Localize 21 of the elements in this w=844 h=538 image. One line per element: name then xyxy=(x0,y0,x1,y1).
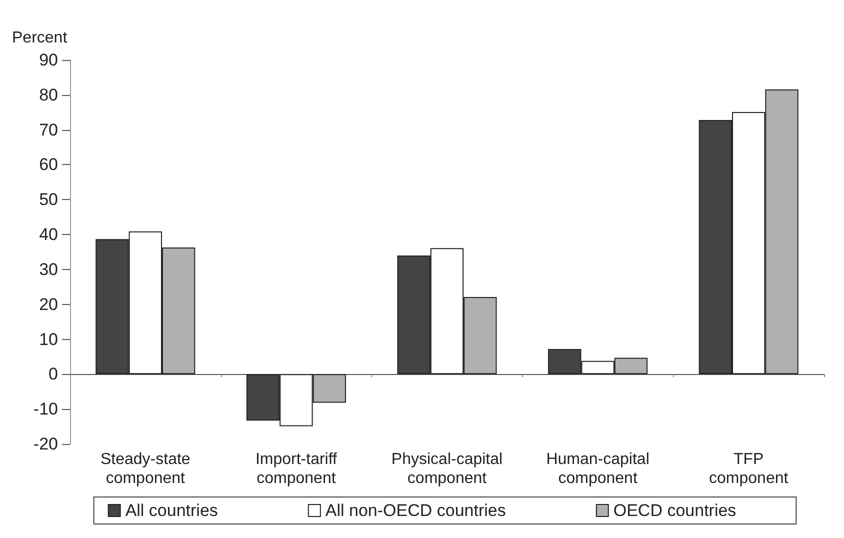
x-tick-label: Steady-state component xyxy=(100,451,190,487)
x-tick-label: TFP component xyxy=(709,451,789,487)
y-tick-label: 60 xyxy=(39,155,58,174)
y-tick-label: 30 xyxy=(39,260,58,279)
legend-label: All non-OECD countries xyxy=(325,501,506,520)
y-tick-label: 70 xyxy=(39,120,58,140)
x-tick-label: Human-capital component xyxy=(546,451,650,487)
legend-label: All countries xyxy=(125,501,218,520)
y-axis-title: Percent xyxy=(12,30,68,46)
x-tick-label: Physical-capital component xyxy=(391,451,503,487)
y-tick-label: 90 xyxy=(39,50,58,70)
x-tick-label: Import-tariff component xyxy=(255,451,338,487)
y-tick-label: -20 xyxy=(33,434,58,454)
y-tick-label: 80 xyxy=(39,85,58,104)
y-tick-label: 20 xyxy=(39,294,58,314)
y-tick-label: 50 xyxy=(39,190,58,210)
y-tick-label: 10 xyxy=(39,330,58,349)
y-tick-label: 0 xyxy=(48,364,58,384)
legend-label: OECD countries xyxy=(613,501,736,520)
y-tick-label: -10 xyxy=(33,400,58,419)
y-tick-label: 40 xyxy=(39,225,58,244)
